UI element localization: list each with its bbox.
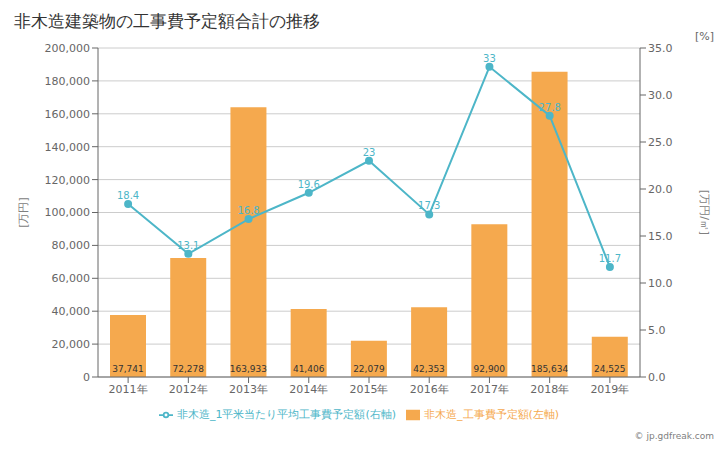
svg-text:2016年: 2016年 [410, 383, 449, 396]
html-text:非木造建築物の工事費予定額合計の推移: 非木造建築物の工事費予定額合計の推移 [14, 11, 320, 31]
svg-text:18.4: 18.4 [117, 190, 139, 201]
svg-text:35.0: 35.0 [648, 42, 673, 55]
svg-text:2013年: 2013年 [229, 383, 268, 396]
svg-text:2014年: 2014年 [289, 383, 328, 396]
svg-text:40,000: 40,000 [52, 305, 91, 318]
svg-text:17.3: 17.3 [418, 200, 440, 211]
html-text:非木造_工事費予定額(左軸): 非木造_工事費予定額(左軸) [424, 408, 560, 421]
svg-text:30.0: 30.0 [648, 89, 673, 102]
svg-text:22,079: 22,079 [353, 364, 385, 374]
svg-text:13.1: 13.1 [177, 240, 199, 251]
svg-text:2015年: 2015年 [350, 383, 389, 396]
svg-text:180,000: 180,000 [45, 75, 91, 88]
svg-text:100,000: 100,000 [45, 206, 91, 219]
html-text:© jp.gdfreak.com: © jp.gdfreak.com [634, 431, 714, 441]
svg-text:41,406: 41,406 [293, 364, 325, 374]
svg-text:2011年: 2011年 [109, 383, 148, 396]
svg-text:15.0: 15.0 [648, 230, 673, 243]
svg-text:10.0: 10.0 [648, 277, 673, 290]
svg-text:160,000: 160,000 [45, 108, 91, 121]
svg-text:0.0: 0.0 [648, 371, 666, 384]
svg-text:5.0: 5.0 [648, 324, 666, 337]
html-text:非木造_1平米当たり平均工事費予定額(右軸): 非木造_1平米当たり平均工事費予定額(右軸) [176, 408, 396, 421]
svg-text:[万円/㎡]: [万円/㎡] [698, 190, 711, 235]
svg-text:120,000: 120,000 [45, 174, 91, 187]
svg-text:185,634: 185,634 [531, 364, 568, 374]
svg-text:25.0: 25.0 [648, 136, 673, 149]
svg-text:[万円]: [万円] [17, 197, 30, 228]
svg-text:16.8: 16.8 [237, 205, 259, 216]
svg-text:33: 33 [483, 53, 496, 64]
svg-text:23: 23 [363, 147, 376, 158]
svg-text:20,000: 20,000 [52, 338, 91, 351]
svg-text:11.7: 11.7 [599, 253, 621, 264]
svg-text:19.6: 19.6 [298, 179, 320, 190]
svg-text:42,353: 42,353 [413, 364, 445, 374]
svg-text:37,741: 37,741 [112, 364, 144, 374]
svg-text:2017年: 2017年 [470, 383, 509, 396]
svg-text:80,000: 80,000 [52, 239, 91, 252]
svg-text:2018年: 2018年 [530, 383, 569, 396]
svg-text:0: 0 [83, 371, 90, 384]
svg-text:163,933: 163,933 [230, 364, 267, 374]
svg-text:2012年: 2012年 [169, 383, 208, 396]
svg-text:27.8: 27.8 [539, 102, 561, 113]
svg-text:24,525: 24,525 [594, 364, 626, 374]
svg-text:200,000: 200,000 [45, 42, 91, 55]
svg-text:92,900: 92,900 [474, 364, 506, 374]
svg-text:140,000: 140,000 [45, 141, 91, 154]
svg-text:2019年: 2019年 [590, 383, 629, 396]
svg-text:60,000: 60,000 [52, 272, 91, 285]
svg-text:72,278: 72,278 [172, 364, 204, 374]
svg-text:20.0: 20.0 [648, 183, 673, 196]
